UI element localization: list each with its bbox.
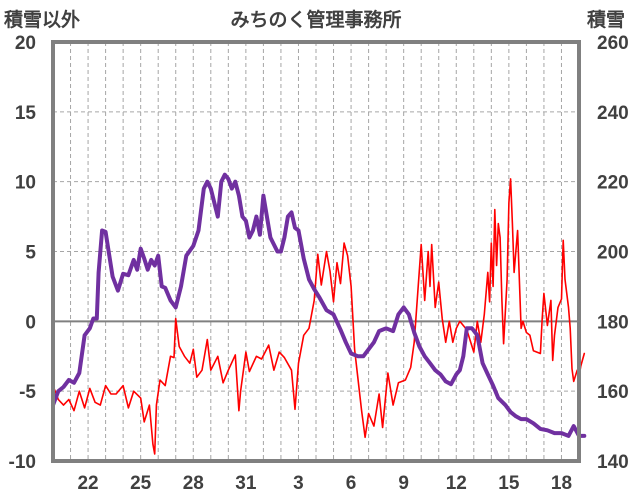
right-tick-label: 240: [597, 103, 629, 124]
x-tick-label: 31: [235, 473, 257, 494]
x-tick-label: 25: [130, 473, 152, 494]
left-axis-label: 積雪以外: [4, 8, 80, 31]
left-tick-label: -10: [9, 452, 36, 473]
right-tick-label: 220: [597, 173, 629, 194]
left-tick-label: 15: [15, 103, 37, 124]
right-tick-label: 160: [597, 382, 629, 403]
x-tick-label: 3: [293, 473, 304, 494]
x-tick-label: 22: [77, 473, 98, 494]
temperature-line: [52, 178, 586, 455]
right-tick-label: 180: [597, 312, 629, 333]
left-tick-label: 5: [25, 243, 36, 264]
x-tick-label: 15: [498, 473, 520, 494]
left-tick-label: -5: [19, 382, 36, 403]
x-tick-label: 9: [398, 473, 409, 494]
snow-depth-line: [51, 172, 587, 438]
series-layer: [51, 172, 587, 455]
chart-title: みちのく管理事務所: [230, 8, 401, 31]
plot-frame: [51, 40, 581, 463]
axis-labels: 20 15 10 5 0 -5 -10 260 240 220 200 180 160 140 22 25 28…: [9, 33, 629, 494]
right-tick-label: 200: [597, 243, 629, 264]
x-tick-label: 18: [551, 473, 572, 494]
right-axis-label: 積雪: [587, 8, 625, 31]
left-tick-label: 20: [15, 33, 36, 54]
plot-border: [51, 40, 581, 463]
right-tick-label: 140: [597, 452, 629, 473]
right-tick-label: 260: [597, 33, 629, 54]
x-tick-label: 12: [446, 473, 467, 494]
left-tick-label: 0: [25, 312, 36, 333]
x-tick-label: 6: [346, 473, 357, 494]
left-tick-label: 10: [15, 173, 36, 194]
x-tick-label: 28: [183, 473, 204, 494]
